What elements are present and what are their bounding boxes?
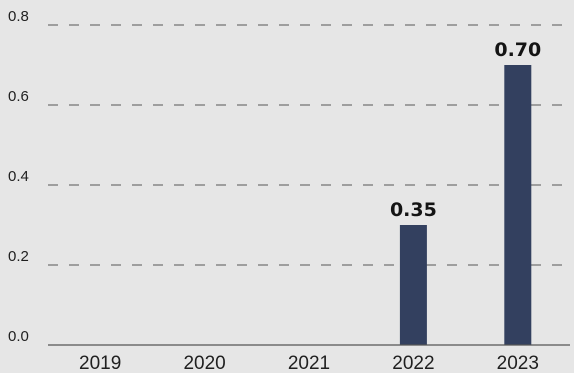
bar-2023 bbox=[504, 65, 532, 345]
x-tick-label: 2020 bbox=[183, 353, 225, 373]
x-tick-label: 2022 bbox=[392, 353, 434, 373]
bar-2022 bbox=[399, 225, 427, 345]
data-label-2023: 0.70 bbox=[494, 39, 541, 61]
y-tick-label: 0.4 bbox=[8, 168, 29, 185]
gridlines bbox=[48, 24, 570, 266]
y-tick-label: 0.0 bbox=[8, 328, 29, 345]
x-axis-tick-labels: 2019 2020 2021 2022 2023 bbox=[79, 353, 539, 373]
y-axis-tick-labels: 0.0 0.2 0.4 0.6 0.8 bbox=[8, 8, 29, 345]
y-tick-label: 0.2 bbox=[8, 248, 29, 265]
data-label-2022: 0.35 bbox=[390, 199, 437, 221]
bars bbox=[399, 65, 532, 345]
x-tick-label: 2021 bbox=[288, 353, 330, 373]
x-tick-label: 2023 bbox=[497, 353, 539, 373]
y-tick-label: 0.8 bbox=[8, 8, 29, 25]
x-tick-label: 2019 bbox=[79, 353, 121, 373]
data-labels: 0.35 0.70 bbox=[390, 39, 541, 221]
y-tick-label: 0.6 bbox=[8, 88, 29, 105]
